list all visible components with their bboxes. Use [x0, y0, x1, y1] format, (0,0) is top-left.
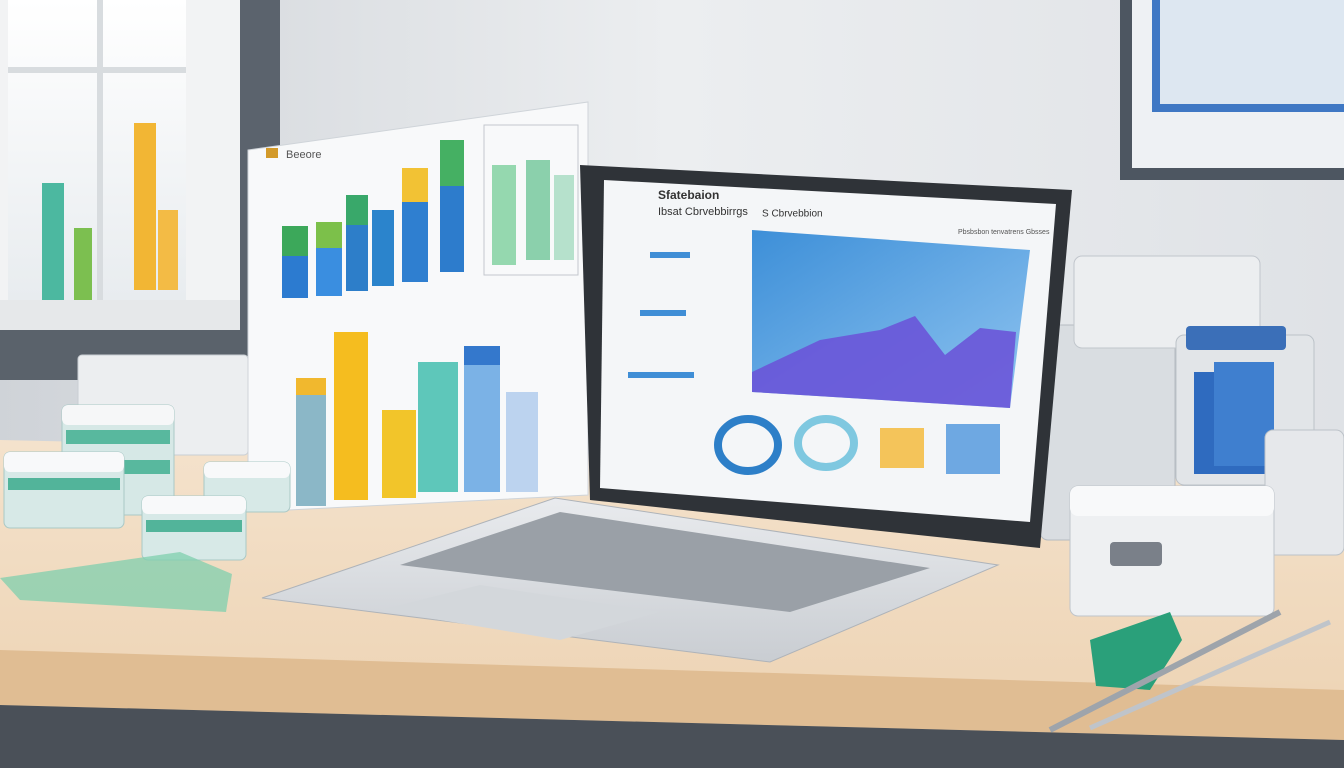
header-note: Pbsbsbon tenvatrens Gbsses: [958, 229, 1050, 236]
wall-poster: [1120, 0, 1344, 180]
screen-title: Sfatebaion: [658, 188, 719, 202]
desk-base: [0, 705, 1344, 768]
screen-subtitle: Ibsat Cbrvebbirrgs: [658, 206, 748, 218]
laptop: Sfatebaion Ibsat Cbrvebbirrgs S Cbrvebbi…: [261, 165, 1072, 663]
storage-boxes: [1039, 255, 1344, 617]
pen: [1088, 619, 1332, 731]
sample-cases: [0, 404, 291, 612]
panel-title: S Cbrvebbion: [762, 209, 823, 220]
desk-edge: [0, 650, 1344, 740]
pen: [1048, 609, 1282, 733]
window: [0, 0, 260, 380]
chart-board: Beeore: [247, 101, 589, 513]
cloth: [1090, 612, 1182, 690]
board-label: Beeore: [286, 149, 321, 161]
